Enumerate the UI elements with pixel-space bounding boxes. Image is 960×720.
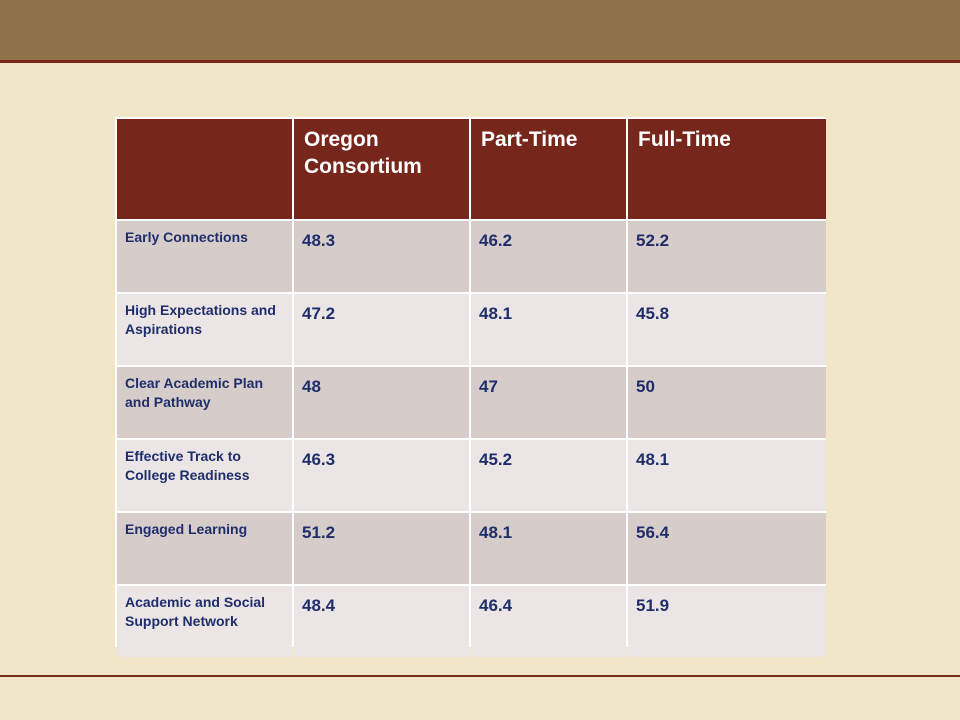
data-table-container: Oregon Consortium Part-Time Full-Time Ea… bbox=[115, 117, 826, 657]
cell-part-time: 48.1 bbox=[471, 513, 626, 584]
table-row: Early Connections 48.3 46.2 52.2 bbox=[117, 221, 826, 292]
cell-part-time: 46.2 bbox=[471, 221, 626, 292]
row-label: Early Connections bbox=[117, 221, 292, 292]
table-row: High Expectations and Aspirations 47.2 4… bbox=[117, 294, 826, 365]
header-cell-empty bbox=[117, 119, 292, 219]
cell-oregon-consortium: 48.3 bbox=[294, 221, 469, 292]
title-band bbox=[0, 0, 960, 60]
table-row: Engaged Learning 51.2 48.1 56.4 bbox=[117, 513, 826, 584]
cell-part-time: 48.1 bbox=[471, 294, 626, 365]
header-row: Oregon Consortium Part-Time Full-Time bbox=[117, 119, 826, 219]
cell-oregon-consortium: 46.3 bbox=[294, 440, 469, 511]
cell-oregon-consortium: 47.2 bbox=[294, 294, 469, 365]
cell-oregon-consortium: 48 bbox=[294, 367, 469, 438]
cell-full-time: 50 bbox=[628, 367, 826, 438]
cell-full-time: 56.4 bbox=[628, 513, 826, 584]
cell-full-time: 51.9 bbox=[628, 586, 826, 657]
header-cell-full-time: Full-Time bbox=[628, 119, 826, 219]
cell-oregon-consortium: 51.2 bbox=[294, 513, 469, 584]
cell-full-time: 45.8 bbox=[628, 294, 826, 365]
data-table: Oregon Consortium Part-Time Full-Time Ea… bbox=[115, 117, 828, 659]
cell-full-time: 52.2 bbox=[628, 221, 826, 292]
row-label: High Expectations and Aspirations bbox=[117, 294, 292, 365]
table-row: Academic and Social Support Network 48.4… bbox=[117, 586, 826, 657]
cell-full-time: 48.1 bbox=[628, 440, 826, 511]
top-divider bbox=[0, 60, 960, 63]
cell-part-time: 46.4 bbox=[471, 586, 626, 657]
cell-part-time: 47 bbox=[471, 367, 626, 438]
table-row: Clear Academic Plan and Pathway 48 47 50 bbox=[117, 367, 826, 438]
row-label: Effective Track to College Readiness bbox=[117, 440, 292, 511]
cell-oregon-consortium: 48.4 bbox=[294, 586, 469, 657]
bottom-divider bbox=[0, 675, 960, 677]
cell-part-time: 45.2 bbox=[471, 440, 626, 511]
table-row: Effective Track to College Readiness 46.… bbox=[117, 440, 826, 511]
row-label: Academic and Social Support Network bbox=[117, 586, 292, 657]
header-cell-part-time: Part-Time bbox=[471, 119, 626, 219]
row-label: Engaged Learning bbox=[117, 513, 292, 584]
header-cell-oregon-consortium: Oregon Consortium bbox=[294, 119, 469, 219]
row-label: Clear Academic Plan and Pathway bbox=[117, 367, 292, 438]
